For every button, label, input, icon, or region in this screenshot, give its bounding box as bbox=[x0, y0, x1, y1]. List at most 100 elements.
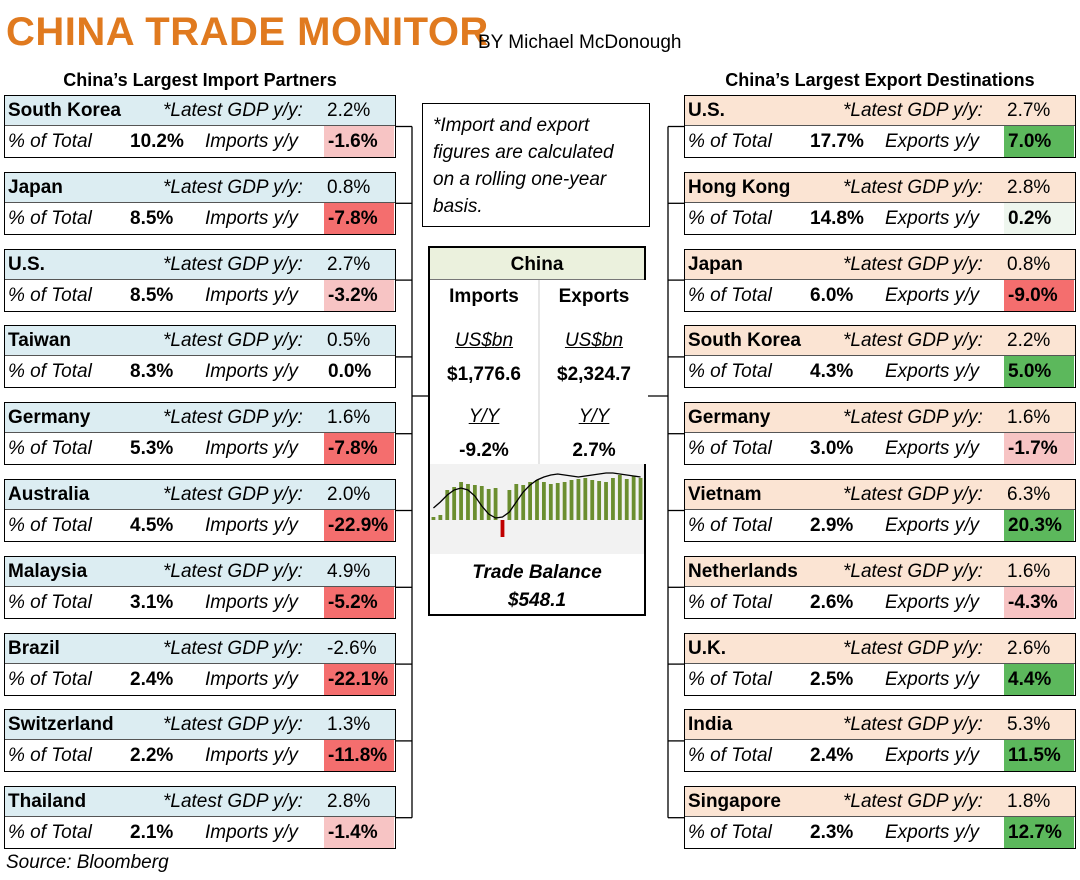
country-name: India bbox=[688, 714, 733, 736]
china-exports-yy-label: Y/Y bbox=[578, 406, 610, 427]
import-card: South Korea *Latest GDP y/y: 2.2% % of Tota… bbox=[4, 95, 396, 158]
gdp-label: *Latest GDP y/y: bbox=[163, 100, 303, 121]
page-title: CHINA TRADE MONITOR bbox=[6, 10, 489, 54]
gdp-label: *Latest GDP y/y: bbox=[163, 253, 303, 275]
gdp-value: 2.7% bbox=[1007, 100, 1051, 121]
card-data-row: % of Total 2.4% Imports y/y -22.1% bbox=[5, 663, 395, 695]
country-name: Netherlands bbox=[688, 560, 798, 582]
pct-total-label: % of Total bbox=[688, 131, 772, 152]
pct-total-label: % of Total bbox=[688, 591, 772, 613]
import-card: U.S. *Latest GDP y/y: 2.7% % of Total 8.5% Im… bbox=[4, 248, 396, 312]
export-card: U.S. *Latest GDP y/y: 2.7% % of Total 17.7% E… bbox=[684, 95, 1076, 158]
trade-balance-bar bbox=[617, 475, 622, 520]
export-card: Hong Kong *Latest GDP y/y: 2.8% % of Total 1… bbox=[684, 171, 1076, 235]
export-card: Singapore *Latest GDP y/y: 1.8% % of Total 2… bbox=[684, 786, 1076, 850]
card-data-row: % of Total 2.3% Exports y/y 12.7% bbox=[685, 817, 1075, 849]
trade-balance-bar bbox=[486, 489, 491, 520]
pct-total-value: 6.0% bbox=[810, 284, 854, 306]
pct-total-label: % of Total bbox=[8, 284, 92, 306]
card-data-row: % of Total 8.5% Imports y/y -7.8% bbox=[5, 202, 395, 234]
import-card: Brazil *Latest GDP y/y: -2.6% % of Total 2.4… bbox=[4, 632, 396, 696]
gdp-value: 2.2% bbox=[1007, 330, 1051, 352]
card-header-row: Netherlands *Latest GDP y/y: 1.6% bbox=[685, 556, 1075, 587]
pct-total-value: 2.4% bbox=[130, 668, 174, 690]
trade-balance-bar bbox=[431, 517, 436, 520]
gdp-label: *Latest GDP y/y: bbox=[163, 407, 303, 429]
card-header-row: Thailand *Latest GDP y/y: 2.8% bbox=[5, 787, 395, 818]
pct-total-label: % of Total bbox=[8, 131, 92, 152]
imports-yy-value: -11.8% bbox=[324, 740, 394, 772]
imports-yy-value: -1.6% bbox=[324, 126, 394, 157]
card-header-row: Switzerland *Latest GDP y/y: 1.3% bbox=[5, 710, 395, 741]
imports-yy-value: 0.0% bbox=[324, 356, 394, 388]
card-header-row: South Korea *Latest GDP y/y: 2.2% bbox=[685, 326, 1075, 357]
import-card: Japan *Latest GDP y/y: 0.8% % of Total 8.5% I… bbox=[4, 171, 396, 235]
china-exports-value: $2,324.7 bbox=[557, 364, 631, 385]
card-data-row: % of Total 6.0% Exports y/y -9.0% bbox=[685, 279, 1075, 311]
country-name: Switzerland bbox=[8, 714, 114, 736]
country-name: Brazil bbox=[8, 637, 60, 659]
pct-total-label: % of Total bbox=[8, 668, 92, 690]
china-imports-value: $1,776.6 bbox=[447, 364, 521, 385]
china-summary-panel: China Imports US$bn $1,776.6 Y/Y -9.2% E… bbox=[428, 246, 648, 616]
pct-total-value: 2.3% bbox=[810, 822, 854, 844]
gdp-value: -2.6% bbox=[327, 637, 377, 659]
exports-yy-value: 0.2% bbox=[1004, 202, 1074, 234]
card-header-row: Germany *Latest GDP y/y: 1.6% bbox=[5, 403, 395, 434]
trade-balance-bar bbox=[528, 482, 532, 520]
card-header-row: U.S. *Latest GDP y/y: 2.7% bbox=[5, 249, 395, 280]
pct-total-value: 3.0% bbox=[810, 438, 854, 460]
imports-yy-value: -5.2% bbox=[324, 586, 394, 618]
exports-yy-value: 12.7% bbox=[1004, 817, 1074, 849]
card-data-row: % of Total 2.4% Exports y/y 11.5% bbox=[685, 740, 1075, 772]
export-card: U.K. *Latest GDP y/y: 2.6% % of Total 2.5% Ex… bbox=[684, 632, 1076, 696]
gdp-value: 0.8% bbox=[327, 176, 371, 198]
card-data-row: % of Total 5.3% Imports y/y -7.8% bbox=[5, 433, 395, 465]
exports-yy-label: Exports y/y bbox=[885, 438, 979, 460]
trade-balance-bar bbox=[479, 486, 484, 520]
exports-yy-value: 20.3% bbox=[1004, 510, 1074, 541]
export-card: India *Latest GDP y/y: 5.3% % of Total 2.4% E… bbox=[684, 709, 1076, 773]
imports-yy-value: -7.8% bbox=[324, 202, 394, 234]
card-header-row: Hong Kong *Latest GDP y/y: 2.8% bbox=[685, 172, 1075, 203]
country-name: Australia bbox=[8, 484, 90, 505]
exports-yy-value: 5.0% bbox=[1004, 356, 1074, 388]
country-name: Japan bbox=[8, 176, 63, 198]
card-data-row: % of Total 2.1% Imports y/y -1.4% bbox=[5, 817, 395, 849]
gdp-value: 1.8% bbox=[1007, 791, 1051, 813]
card-header-row: Japan *Latest GDP y/y: 0.8% bbox=[5, 172, 395, 203]
exports-yy-value: -1.7% bbox=[1004, 433, 1074, 465]
column-separator bbox=[538, 280, 540, 464]
import-card: Taiwan *Latest GDP y/y: 0.5% % of Total 8.3%… bbox=[4, 325, 396, 389]
trade-balance-bar bbox=[535, 480, 539, 520]
card-header-row: Vietnam *Latest GDP y/y: 6.3% bbox=[685, 480, 1075, 510]
pct-total-value: 2.9% bbox=[810, 515, 854, 536]
card-header-row: Brazil *Latest GDP y/y: -2.6% bbox=[5, 633, 395, 664]
trade-balance-bar bbox=[459, 482, 463, 520]
imports-yy-label: Imports y/y bbox=[205, 438, 298, 460]
imports-yy-label: Imports y/y bbox=[205, 745, 298, 767]
gdp-label: *Latest GDP y/y: bbox=[843, 791, 983, 813]
imports-yy-value: -22.9% bbox=[324, 510, 394, 541]
trade-balance-bar bbox=[638, 478, 643, 520]
exports-yy-value: 11.5% bbox=[1004, 740, 1074, 772]
pct-total-value: 8.3% bbox=[130, 361, 174, 383]
trade-balance-bar bbox=[576, 479, 581, 520]
gdp-label: *Latest GDP y/y: bbox=[163, 176, 303, 198]
card-header-row: Singapore *Latest GDP y/y: 1.8% bbox=[685, 787, 1075, 818]
trade-balance-bar bbox=[466, 484, 470, 520]
gdp-label: *Latest GDP y/y: bbox=[843, 253, 983, 275]
trade-balance-bar bbox=[438, 515, 443, 520]
export-destinations-heading: China’s Largest Export Destinations bbox=[725, 70, 1035, 90]
card-header-row: U.S. *Latest GDP y/y: 2.7% bbox=[685, 96, 1075, 126]
card-data-row: % of Total 2.2% Imports y/y -11.8% bbox=[5, 740, 395, 772]
imports-yy-value: -7.8% bbox=[324, 433, 394, 465]
card-data-row: % of Total 4.3% Exports y/y 5.0% bbox=[685, 356, 1075, 388]
import-partners-heading: China’s Largest Import Partners bbox=[63, 70, 337, 90]
china-imports-column: Imports US$bn $1,776.6 Y/Y -9.2% bbox=[430, 280, 538, 464]
pct-total-value: 5.3% bbox=[130, 438, 174, 460]
card-header-row: U.K. *Latest GDP y/y: 2.6% bbox=[685, 633, 1075, 664]
country-name: Malaysia bbox=[8, 560, 88, 582]
china-exports-heading: Exports bbox=[558, 286, 630, 307]
imports-yy-label: Imports y/y bbox=[205, 822, 298, 844]
